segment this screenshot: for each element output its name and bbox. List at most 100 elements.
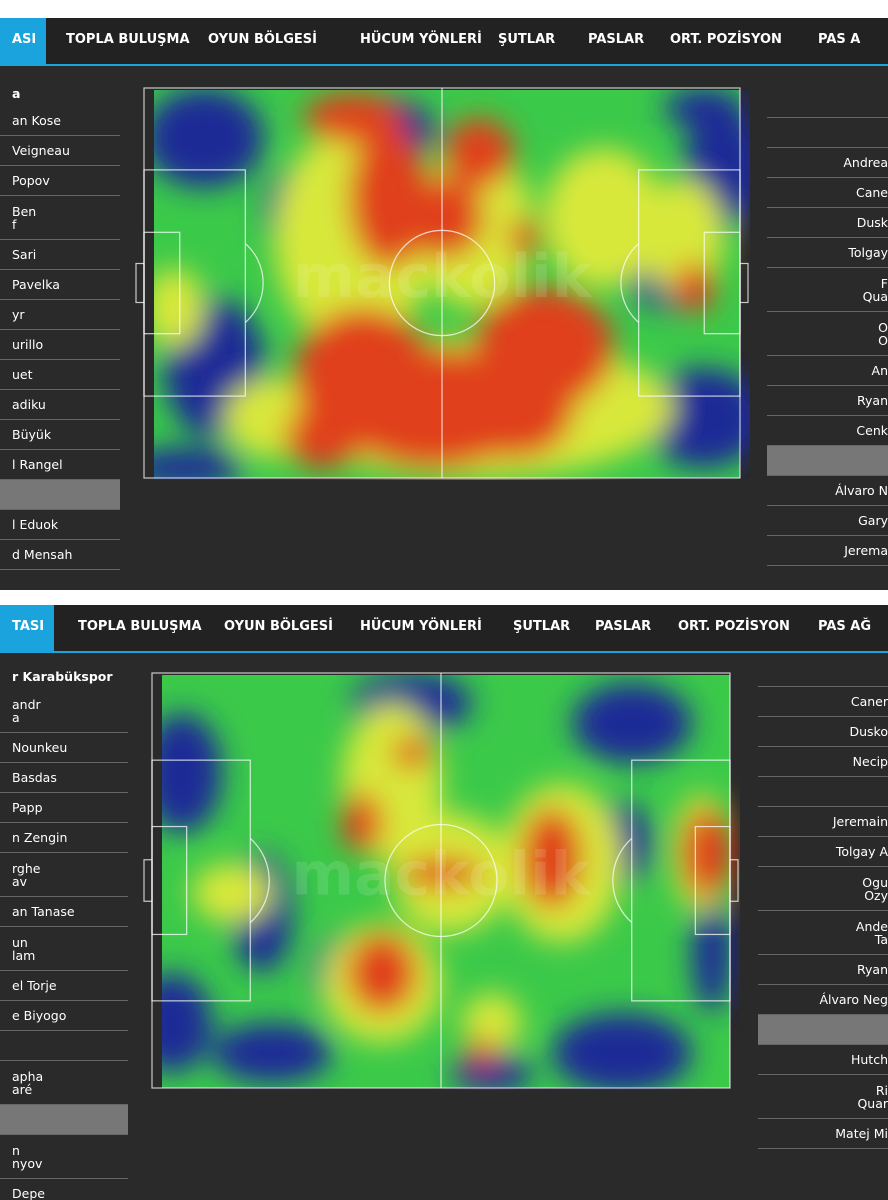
heatmap-panel: TASI TOPLA BULUŞMA OYUN BÖLGESİ HÜCUM YÖNLE…: [0, 605, 888, 1200]
player-row[interactable]: l Eduok: [0, 510, 120, 540]
heat-blob: [467, 1038, 497, 1068]
tab[interactable]: PASLAR: [588, 32, 645, 47]
separator-row: [0, 1105, 128, 1135]
tab[interactable]: TOPLA BULUŞMA: [66, 32, 190, 47]
player-row[interactable]: Andrea: [767, 148, 888, 178]
player-row[interactable]: O O: [767, 312, 888, 356]
heat-blob: [454, 358, 574, 458]
heat-blob: [154, 448, 244, 480]
player-row[interactable]: Ryan: [767, 386, 888, 416]
heat-blob: [682, 808, 732, 898]
player-row[interactable]: e Biyogo: [0, 1001, 128, 1031]
player-row[interactable]: Cenk: [767, 416, 888, 446]
player-row[interactable]: adiku: [0, 390, 120, 420]
heat-blob: [462, 993, 522, 1053]
tab[interactable]: ORT. POZİSYON: [678, 619, 790, 634]
player-row[interactable]: Dusko: [758, 717, 888, 747]
separator-row: [758, 1015, 888, 1045]
player-row[interactable]: Hutch: [758, 1045, 888, 1075]
player-row[interactable]: [0, 570, 120, 590]
player-list: a an Kose Veigneau Popov Ben f Sari Pavelka yr u…: [0, 80, 120, 590]
player-row[interactable]: Cane: [767, 178, 888, 208]
heat-blob: [544, 148, 664, 288]
player-row[interactable]: Depe: [0, 1179, 128, 1200]
heat-blob: [674, 263, 714, 313]
player-row[interactable]: Álvaro N: [767, 476, 888, 506]
player-row[interactable]: Papp: [0, 793, 128, 823]
tab-active[interactable]: ASI: [0, 18, 47, 64]
player-row[interactable]: An: [767, 356, 888, 386]
player-row[interactable]: Ande Ta: [758, 911, 888, 955]
player-row[interactable]: Ben f: [0, 196, 120, 240]
tab[interactable]: PAS AĞ: [818, 619, 872, 634]
empty-row: [767, 88, 888, 118]
player-row[interactable]: Jeremain: [758, 807, 888, 837]
player-row[interactable]: rghe av: [0, 853, 128, 897]
player-row[interactable]: Veigneau: [0, 136, 120, 166]
tab[interactable]: PAS A: [818, 32, 861, 47]
player-row[interactable]: Matej Mi: [758, 1119, 888, 1149]
player-row[interactable]: apha aré: [0, 1061, 128, 1105]
tab[interactable]: HÜCUM YÖNLERİ: [360, 32, 482, 47]
tab[interactable]: OYUN BÖLGESİ: [208, 32, 317, 47]
player-row[interactable]: Ogu Ozy: [758, 867, 888, 911]
tab[interactable]: ŞUTLAR: [498, 32, 556, 47]
player-row[interactable]: Pavelka: [0, 270, 120, 300]
tab[interactable]: ORT. POZİSYON: [670, 32, 782, 47]
player-row[interactable]: Basdas: [0, 763, 128, 793]
player-row[interactable]: Sari: [0, 240, 120, 270]
heat-blob: [404, 178, 484, 258]
tab[interactable]: HÜCUM YÖNLERİ: [360, 619, 482, 634]
player-row[interactable]: Álvaro Neg: [758, 985, 888, 1015]
player-row[interactable]: Caner: [758, 687, 888, 717]
separator-row: [767, 446, 888, 476]
empty-row: [758, 777, 888, 807]
heat-blob: [162, 713, 222, 833]
tab[interactable]: TOPLA BULUŞMA: [78, 619, 202, 634]
player-row[interactable]: an Tanase: [0, 897, 128, 927]
goal: [135, 262, 145, 304]
player-list: r Karabükspor andr a Nounkeu Basdas Papp n Ze…: [0, 663, 128, 1200]
tab[interactable]: PASLAR: [595, 619, 652, 634]
player-row[interactable]: F Qua: [767, 268, 888, 312]
player-row[interactable]: Jerema: [767, 536, 888, 566]
player-row[interactable]: un lam: [0, 927, 128, 971]
player-row[interactable]: Ryan: [758, 955, 888, 985]
player-row[interactable]: Necip: [758, 747, 888, 777]
tab[interactable]: OYUN BÖLGESİ: [224, 619, 333, 634]
heatmap: mackolik: [135, 87, 750, 480]
player-row[interactable]: Dusk: [767, 208, 888, 238]
player-row[interactable]: n nyov: [0, 1135, 128, 1179]
player-row[interactable]: Gary: [767, 506, 888, 536]
player-row[interactable]: Tolgay: [767, 238, 888, 268]
player-list: Andrea Cane Dusk Tolgay F Qua O O An Ryan Cenk Ál…: [767, 88, 888, 566]
player-row[interactable]: Nounkeu: [0, 733, 128, 763]
player-list: Caner Dusko Necip Jeremain Tolgay A Ogu Ozy An…: [758, 657, 888, 1149]
player-row[interactable]: urillo: [0, 330, 120, 360]
player-row[interactable]: uet: [0, 360, 120, 390]
player-row[interactable]: andr a: [0, 689, 128, 733]
heat-blob: [154, 268, 204, 348]
player-row[interactable]: a: [12, 85, 21, 101]
player-row[interactable]: yr: [0, 300, 120, 330]
player-row[interactable]: Büyük: [0, 420, 120, 450]
player-row[interactable]: el Torje: [0, 971, 128, 1001]
watermark: mackolik: [292, 242, 593, 312]
heat-blob: [162, 973, 212, 1073]
player-row[interactable]: r Karabükspor: [12, 668, 113, 684]
player-row[interactable]: Tolgay A: [758, 837, 888, 867]
player-row[interactable]: d Mensah: [0, 540, 120, 570]
player-row[interactable]: an Kose: [0, 106, 120, 136]
player-row[interactable]: Popov: [0, 166, 120, 196]
heat-blob: [212, 1023, 332, 1083]
player-row[interactable]: n Zengin: [0, 823, 128, 853]
player-row[interactable]: Ri Quar: [758, 1075, 888, 1119]
penalty-arc: [612, 838, 633, 923]
pitch-lines: [135, 87, 749, 479]
tab[interactable]: ŞUTLAR: [513, 619, 571, 634]
heat-blob: [284, 408, 364, 468]
player-row[interactable]: l Rangel: [0, 450, 120, 480]
heat-layer: [162, 675, 732, 1090]
tab-active[interactable]: TASI: [0, 605, 55, 651]
heat-blobs: [162, 675, 732, 1090]
